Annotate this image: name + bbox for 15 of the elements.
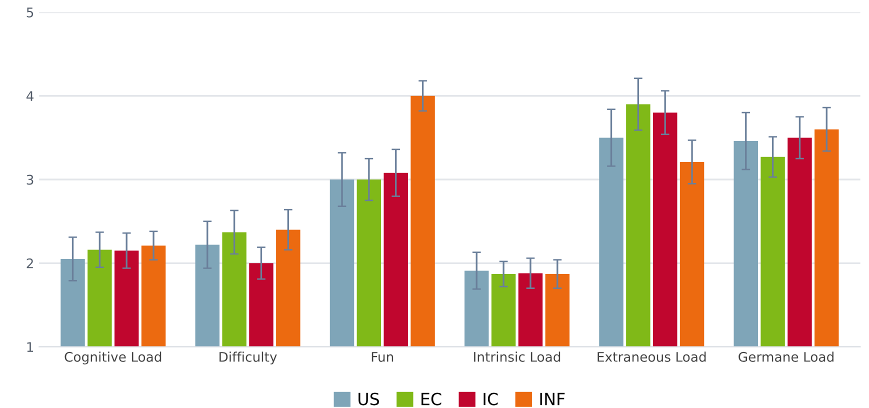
legend-label: EC	[422, 392, 442, 406]
legend-label: US	[358, 392, 379, 406]
y-tick-label: 3	[26, 174, 34, 185]
x-tick-label: Germane Load	[738, 352, 834, 362]
x-tick-label: Extraneous Load	[598, 352, 706, 362]
legend-label: IC	[484, 392, 498, 406]
legend-label: INF	[540, 392, 565, 406]
y-tick-label: 4	[26, 91, 34, 101]
x-tick-label: Cognitive Load	[64, 352, 162, 364]
y-tick-label: 2	[26, 258, 33, 268]
y-tick-label: 5	[26, 8, 34, 18]
y-tick-label: 1	[27, 342, 34, 352]
x-tick-label: Fun	[372, 352, 394, 362]
x-tick-label: Intrinsic Load	[474, 352, 560, 362]
x-tick-label: Difficulty	[220, 352, 277, 364]
